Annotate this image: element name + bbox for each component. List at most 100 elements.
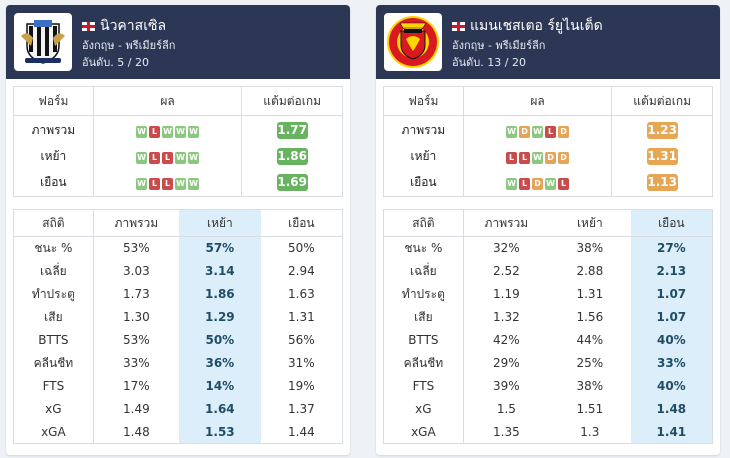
stat-label: คลีนชีท xyxy=(13,351,94,375)
ppg-col-header: แต้มต่อเกม xyxy=(611,86,713,116)
form-result-w: W xyxy=(188,178,200,191)
form-result-d: D xyxy=(519,125,531,138)
form-result-w: W xyxy=(136,178,148,191)
stat-label: FTS xyxy=(13,374,94,398)
stat-overall-value: 1.35 xyxy=(493,424,520,439)
stat-home-value: 1.29 xyxy=(178,305,261,329)
stat-away-value: 31% xyxy=(288,356,315,370)
team-name[interactable]: นิวคาสเซิล xyxy=(82,15,166,37)
stats-body: ชนะ % 32% 38% 27% เฉลี่ย 2.52 2.88 2.13 ทำประตู 1… xyxy=(383,236,713,444)
form-result-w: W xyxy=(136,151,148,164)
form-result-l: L xyxy=(149,151,161,164)
form-result-l: L xyxy=(149,178,161,191)
home-col-header: เหย้า xyxy=(548,209,631,237)
stat-away-value: 2.94 xyxy=(288,264,315,278)
form-result-w: W xyxy=(545,178,557,191)
form-result-w: W xyxy=(175,125,187,138)
form-row-label: เยือน xyxy=(383,169,464,197)
stat-overall-value: 1.30 xyxy=(123,310,150,324)
league-rank: อันดับ. 5 / 20 xyxy=(82,56,149,69)
team-name-text[interactable]: นิวคาสเซิล xyxy=(100,18,167,34)
stat-overall-value: 33% xyxy=(123,356,150,370)
stat-home-value: 1.53 xyxy=(178,420,261,444)
ppg-badge: 1.77 xyxy=(276,121,308,139)
stat-label: เฉลี่ย xyxy=(383,259,464,283)
stat-away-value: 1.63 xyxy=(288,287,315,301)
stats-row: BTTS 42% 44% 40% xyxy=(383,328,713,352)
stats-row: xG 1.5 1.51 1.48 xyxy=(383,397,713,421)
stat-overall-value: 1.5 xyxy=(496,402,516,416)
stat-home-value: 25% xyxy=(576,356,604,370)
league-rank: อันดับ. 13 / 20 xyxy=(452,56,526,69)
stat-overall-value: 53% xyxy=(123,333,150,347)
ppg-badge: 1.86 xyxy=(276,147,308,165)
stat-home-value: 36% xyxy=(178,351,261,375)
stat-overall-value: 39% xyxy=(493,379,520,393)
stat-overall-value: 1.49 xyxy=(123,402,150,416)
team-name[interactable]: แมนเชสเตอ ร์ยูไนเต็ด xyxy=(452,15,603,37)
team-card-home: นิวคาสเซิล อังกฤษ - พรีเมียร์ลีก อันดับ.… xyxy=(6,5,350,455)
result-col-header: ผล xyxy=(93,86,243,116)
stat-away-value: 1.07 xyxy=(630,305,713,329)
stats-row: xGA 1.48 1.53 1.44 xyxy=(13,420,343,444)
stats-row: ทำประตู 1.19 1.31 1.07 xyxy=(383,282,713,306)
stat-overall-value: 1.32 xyxy=(493,310,520,324)
team-name-text[interactable]: แมนเชสเตอ ร์ยูไนเต็ด xyxy=(470,18,603,34)
form-result-w: W xyxy=(532,125,544,138)
stats-row: เฉลี่ย 2.52 2.88 2.13 xyxy=(383,259,713,283)
ppg-badge: 1.31 xyxy=(646,147,678,165)
form-result-w: W xyxy=(506,125,518,138)
stat-home-value: 44% xyxy=(576,333,604,347)
stat-overall-value: 3.03 xyxy=(123,264,150,278)
stat-away-value: 40% xyxy=(630,374,713,398)
manchester-united-crest-icon[interactable] xyxy=(384,13,442,71)
stat-away-value: 56% xyxy=(288,333,315,347)
stat-overall-value: 1.73 xyxy=(123,287,150,301)
stat-label: เฉลี่ย xyxy=(13,259,94,283)
form-result-l: L xyxy=(558,178,570,191)
form-header-row: ฟอร์ม ผล แต้มต่อเกม xyxy=(383,86,713,116)
form-row-label: เหย้า xyxy=(13,142,94,170)
stat-label: ชนะ % xyxy=(383,236,464,260)
ppg-badge: 1.69 xyxy=(276,174,308,192)
stat-away-value: 2.13 xyxy=(630,259,713,283)
newcastle-crest-icon[interactable] xyxy=(14,13,72,71)
stats-row: xG 1.49 1.64 1.37 xyxy=(13,397,343,421)
stat-away-value: 1.37 xyxy=(288,402,315,416)
stat-away-value: 1.44 xyxy=(288,424,315,439)
stat-home-value: 3.14 xyxy=(178,259,261,283)
stat-home-value: 57% xyxy=(178,236,261,260)
stat-away-value: 33% xyxy=(630,351,713,375)
stat-col-header: สถิติ xyxy=(13,209,94,237)
team-header: แมนเชสเตอ ร์ยูไนเต็ด อังกฤษ - พรีเมียร์ล… xyxy=(376,5,720,79)
stats-row: เฉลี่ย 3.03 3.14 2.94 xyxy=(13,259,343,283)
stats-row: xGA 1.35 1.3 1.41 xyxy=(383,420,713,444)
stat-label: BTTS xyxy=(13,328,94,352)
country-league[interactable]: อังกฤษ - พรีเมียร์ลีก xyxy=(452,39,546,52)
form-row-label: ภาพรวม xyxy=(13,115,94,143)
form-result-w: W xyxy=(162,125,174,138)
stat-label: ชนะ % xyxy=(13,236,94,260)
stat-overall-value: 29% xyxy=(493,356,520,370)
stat-home-value: 1.56 xyxy=(576,310,604,324)
stat-overall-value: 1.19 xyxy=(493,287,520,301)
away-col-header: เยือน xyxy=(260,209,343,237)
stat-label: FTS xyxy=(383,374,464,398)
stats-row: FTS 39% 38% 40% xyxy=(383,374,713,398)
stat-home-value: 1.3 xyxy=(580,424,600,439)
stat-overall-value: 42% xyxy=(493,333,520,347)
form-result-d: D xyxy=(558,125,570,138)
form-header-row: ฟอร์ม ผล แต้มต่อเกม xyxy=(13,86,343,116)
stat-col-header: สถิติ xyxy=(383,209,464,237)
country-league[interactable]: อังกฤษ - พรีเมียร์ลีก xyxy=(82,39,176,52)
ppg-badge: 1.23 xyxy=(646,121,678,139)
